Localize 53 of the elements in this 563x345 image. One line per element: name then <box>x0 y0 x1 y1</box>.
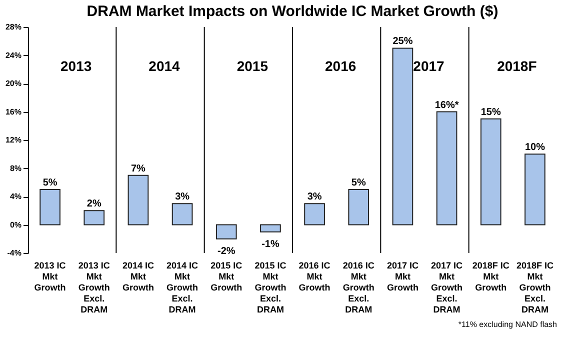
x-tick-label: 2018F IC Mkt Growth <box>472 260 510 292</box>
y-tick-label: -4% <box>7 248 22 258</box>
chart-title: DRAM Market Impacts on Worldwide IC Market Growth ($) <box>86 3 498 20</box>
y-tick-label: 28% <box>5 22 22 32</box>
y-tick-label: 0% <box>10 220 22 230</box>
x-tick-label: 2014 IC Mkt Growth Excl. DRAM <box>166 260 199 314</box>
data-label: 16%* <box>434 100 459 111</box>
annotation: 2016 <box>325 58 356 74</box>
x-tick-label: 2017 IC Mkt Growth Excl. DRAM <box>431 260 464 314</box>
x-tick-label: 2017 IC Mkt Growth <box>386 260 419 292</box>
data-label: 10% <box>524 142 546 154</box>
data-label: 3% <box>307 192 322 203</box>
data-label: 15% <box>480 106 501 118</box>
bar <box>172 203 193 226</box>
data-label: -2% <box>217 246 236 257</box>
bar <box>436 111 458 226</box>
bar <box>216 224 237 240</box>
x-tick-label: 2015 IC Mkt Growth Excl. DRAM <box>254 260 287 314</box>
data-label: 7% <box>130 163 146 174</box>
x-tick-label: 2016 IC Mkt Growth <box>298 260 331 292</box>
x-tick-label: 2018F IC Mkt Growth Excl. DRAM <box>516 260 554 314</box>
bar <box>304 203 325 226</box>
data-label: -1% <box>262 238 280 250</box>
data-label: 3% <box>175 192 190 203</box>
bar <box>392 48 414 226</box>
data-label: 5% <box>42 177 58 188</box>
annotation: 2014 <box>148 58 180 74</box>
x-tick-label: 2014 IC Mkt Growth <box>122 260 154 292</box>
bar <box>524 154 546 226</box>
annotation: 2015 <box>236 58 268 74</box>
y-tick-label: 20% <box>5 79 22 88</box>
data-label: 2% <box>86 198 102 210</box>
bar <box>84 210 105 226</box>
text: *11% excluding NAND flash <box>458 320 557 329</box>
x-tick-label: 2015 IC Mkt Growth <box>210 260 243 292</box>
data-label: 5% <box>351 177 366 188</box>
bar <box>348 188 370 226</box>
y-tick-label: 16% <box>5 107 22 116</box>
bar <box>260 224 281 232</box>
x-tick-label: 2016 IC Mkt Growth Excl. DRAM <box>342 260 375 314</box>
bar <box>128 174 149 226</box>
y-tick-label: 4% <box>10 192 22 201</box>
y-tick-label: 24% <box>5 50 22 60</box>
x-tick-label: 2013 IC Mkt Growth <box>34 260 66 292</box>
x-tick-label: 2013 IC Mkt Growth Excl. DRAM <box>78 260 110 314</box>
bar <box>40 188 60 226</box>
annotation: 2013 <box>60 58 92 74</box>
annotation: 2018F <box>497 58 538 74</box>
y-tick-label: 8% <box>10 164 22 173</box>
annotation: 2017 <box>413 58 445 74</box>
bar <box>480 118 502 226</box>
y-tick-label: 12% <box>5 136 22 144</box>
data-label: 25% <box>392 36 413 48</box>
